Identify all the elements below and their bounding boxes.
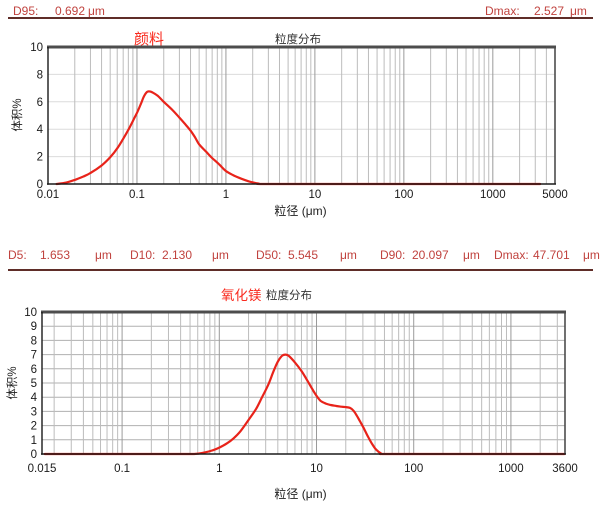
d90-label: D90: xyxy=(380,248,406,262)
y-tick-label: 5 xyxy=(31,378,37,390)
d95-unit: μm xyxy=(88,4,105,18)
pigment-distribution-chart: 0 2 4 6 8 10 0.01 0.1 1 10 100 1000 5000 xyxy=(30,42,568,201)
y-tick-label: 4 xyxy=(37,124,44,136)
y-tick-label: 4 xyxy=(31,392,38,404)
y-tick-label: 8 xyxy=(31,335,37,347)
y-tick-label: 1 xyxy=(31,435,37,447)
distribution-curve xyxy=(55,90,542,186)
x-tick-label: 100 xyxy=(394,189,413,201)
x-tick-label: 5000 xyxy=(542,189,568,201)
y-tick-label: 9 xyxy=(31,321,37,333)
d10-label: D10: xyxy=(130,248,156,262)
magnesium-oxide-distribution-chart: 0 1 2 3 4 5 6 7 8 9 10 0.015 0.1 1 10 100 1000 3600 xyxy=(24,307,578,475)
x-tick-label: 10 xyxy=(310,463,323,475)
y-tick-label: 7 xyxy=(31,350,37,362)
d90-value: 20.097 xyxy=(412,248,449,262)
dmax-label: Dmax: xyxy=(485,4,520,18)
d50-label: D50: xyxy=(256,248,282,262)
d50-unit: μm xyxy=(340,248,357,262)
dmax2-value: 47.701 xyxy=(533,248,570,262)
y-tick-label: 3 xyxy=(31,406,37,418)
chart1-title: 粒度分布 xyxy=(275,34,321,46)
chart1-sample-name: 颜料 xyxy=(134,31,165,48)
y-tick-label: 10 xyxy=(30,42,43,54)
d90-unit: μm xyxy=(463,248,480,262)
x-tick-label: 3600 xyxy=(552,463,578,475)
d95-value: 0.692 xyxy=(55,4,86,18)
d10-value: 2.130 xyxy=(162,248,193,262)
chart1-x-axis-label: 粒径 (μm) xyxy=(274,204,327,218)
x-tick-label: 0.01 xyxy=(37,189,59,201)
y-tick-label: 2 xyxy=(37,152,43,164)
dmax-unit: μm xyxy=(570,4,587,18)
d10-unit: μm xyxy=(212,248,229,262)
x-tick-label: 0.1 xyxy=(129,189,145,201)
y-tick-label: 0 xyxy=(31,449,37,461)
x-tick-label: 1000 xyxy=(480,189,506,201)
x-tick-label: 100 xyxy=(404,463,423,475)
d95-label: D95: xyxy=(13,4,39,18)
x-tick-label: 0.1 xyxy=(114,463,130,475)
y-tick-label: 8 xyxy=(37,69,43,81)
x-tick-label: 1 xyxy=(223,189,229,201)
dmax2-label: Dmax: xyxy=(494,248,529,262)
y-tick-label: 0 xyxy=(37,179,43,191)
y-tick-label: 6 xyxy=(37,97,43,109)
chart1-y-axis-label: 体积% xyxy=(12,98,24,132)
d50-value: 5.545 xyxy=(288,248,319,262)
x-tick-label: 1000 xyxy=(498,463,524,475)
y-tick-label: 6 xyxy=(31,364,37,376)
separator-line xyxy=(8,269,593,271)
d5-unit: μm xyxy=(95,248,112,262)
d5-value: 1.653 xyxy=(40,248,71,262)
x-tick-label: 0.015 xyxy=(28,463,57,475)
chart2-sample-name: 氧化镁 xyxy=(221,288,262,303)
x-tick-label: 10 xyxy=(308,189,321,201)
dmax2-unit: μm xyxy=(583,248,600,262)
y-tick-label: 2 xyxy=(31,421,37,433)
x-tick-label: 1 xyxy=(216,463,222,475)
distribution-curve xyxy=(43,353,566,456)
chart2-title: 粒度分布 xyxy=(266,290,312,302)
d5-label: D5: xyxy=(8,248,27,262)
dmax-value: 2.527 xyxy=(534,4,565,18)
chart2-y-axis-label: 体积% xyxy=(7,366,19,400)
chart2-x-axis-label: 粒径 (μm) xyxy=(274,487,327,501)
y-tick-label: 10 xyxy=(24,307,37,319)
separator-line xyxy=(8,17,593,19)
